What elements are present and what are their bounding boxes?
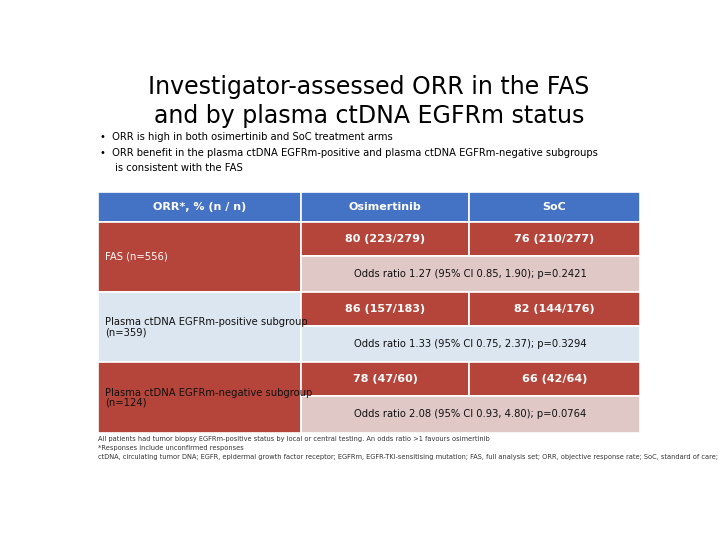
Bar [302, 255, 639, 292]
Text: Plasma ctDNA EGFRm-negative subgroup: Plasma ctDNA EGFRm-negative subgroup [105, 388, 312, 397]
Bar [302, 192, 469, 222]
Text: 76 (210/277): 76 (210/277) [514, 234, 595, 244]
Text: (n=359): (n=359) [105, 327, 147, 338]
Text: •  ORR benefit in the plasma ctDNA EGFRm-positive and plasma ctDNA EGFRm-negativ: • ORR benefit in the plasma ctDNA EGFRm-… [100, 148, 598, 158]
Text: All patients had tumor biopsy EGFRm-positive status by local or central testing.: All patients had tumor biopsy EGFRm-posi… [99, 436, 490, 442]
Bar [469, 362, 639, 396]
Bar [302, 222, 469, 255]
Text: Plasma ctDNA EGFRm-positive subgroup: Plasma ctDNA EGFRm-positive subgroup [105, 318, 307, 327]
Text: ctDNA, circulating tumor DNA; EGFR, epidermal growth factor receptor; EGFRm, EGF: ctDNA, circulating tumor DNA; EGFR, epid… [99, 454, 720, 460]
Bar [469, 292, 639, 326]
Bar [99, 192, 302, 222]
Text: Odds ratio 2.08 (95% CI 0.93, 4.80); p=0.0764: Odds ratio 2.08 (95% CI 0.93, 4.80); p=0… [354, 409, 587, 420]
Text: 82 (144/176): 82 (144/176) [514, 304, 595, 314]
Bar [302, 396, 639, 433]
Text: •  ORR is high in both osimertinib and SoC treatment arms: • ORR is high in both osimertinib and So… [100, 132, 393, 142]
Bar [99, 222, 302, 292]
Text: Odds ratio 1.33 (95% CI 0.75, 2.37); p=0.3294: Odds ratio 1.33 (95% CI 0.75, 2.37); p=0… [354, 339, 587, 349]
Text: Odds ratio 1.27 (95% CI 0.85, 1.90); p=0.2421: Odds ratio 1.27 (95% CI 0.85, 1.90); p=0… [354, 269, 587, 279]
Text: FAS (n=556): FAS (n=556) [105, 252, 168, 262]
Text: and by plasma ctDNA EGFRm status: and by plasma ctDNA EGFRm status [154, 104, 584, 129]
Bar [99, 292, 302, 362]
Bar [302, 326, 639, 362]
Text: is consistent with the FAS: is consistent with the FAS [115, 163, 243, 173]
Text: (n=124): (n=124) [105, 397, 147, 408]
Text: 80 (223/279): 80 (223/279) [345, 234, 426, 244]
Text: Investigator-assessed ORR in the FAS: Investigator-assessed ORR in the FAS [148, 75, 590, 99]
Text: 78 (47/60): 78 (47/60) [353, 374, 418, 384]
Bar [302, 362, 469, 396]
Bar [99, 362, 302, 433]
Text: SoC: SoC [542, 202, 566, 212]
Text: ORR*, % (n / n): ORR*, % (n / n) [153, 202, 246, 212]
Text: 66 (42/64): 66 (42/64) [522, 374, 587, 384]
Text: Osimertinib: Osimertinib [349, 202, 422, 212]
Bar [469, 192, 639, 222]
Text: 86 (157/183): 86 (157/183) [345, 304, 426, 314]
Bar [469, 222, 639, 255]
Text: *Responses include unconfirmed responses: *Responses include unconfirmed responses [99, 445, 244, 451]
Bar [302, 292, 469, 326]
